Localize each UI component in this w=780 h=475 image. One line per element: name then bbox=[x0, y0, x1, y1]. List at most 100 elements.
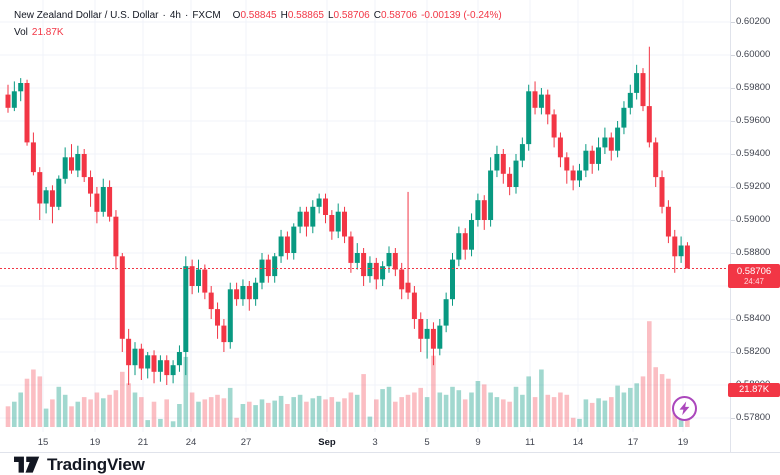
candle-body bbox=[69, 157, 74, 171]
volume-bar bbox=[329, 397, 335, 427]
candle-body bbox=[215, 309, 220, 326]
volume-bar bbox=[50, 399, 55, 427]
candle-body bbox=[30, 142, 36, 173]
time-scale-label: 14 bbox=[572, 437, 584, 448]
candles-layer[interactable] bbox=[5, 46, 690, 385]
volume-bar bbox=[589, 402, 595, 427]
candle-body bbox=[450, 259, 455, 300]
candle-body bbox=[49, 190, 55, 207]
candle-body bbox=[405, 282, 411, 293]
bar-countdown: 24:47 bbox=[743, 277, 765, 286]
volume-bar bbox=[285, 404, 290, 427]
candle-body bbox=[615, 127, 621, 151]
candle-body bbox=[557, 137, 563, 158]
volume-bar bbox=[532, 397, 538, 427]
volume-bar bbox=[602, 400, 608, 427]
price-scale-label: 0.59400 bbox=[736, 148, 771, 159]
candle-body bbox=[475, 200, 481, 220]
tradingview-logo[interactable]: TradingView bbox=[14, 455, 145, 475]
chart-legend: New Zealand Dollar / U.S. Dollar · 4h · … bbox=[14, 9, 502, 40]
candle-body bbox=[392, 253, 398, 270]
time-axis[interactable]: 15 19 21 24 27 Sep 3 5 9 11 14 17 19 bbox=[0, 432, 730, 452]
volume-bar bbox=[215, 394, 220, 427]
open-label: O bbox=[232, 10, 241, 21]
volume-bar bbox=[94, 392, 100, 427]
candle-body bbox=[297, 211, 303, 227]
candle-body bbox=[462, 233, 468, 250]
candle-body bbox=[88, 177, 93, 194]
volume-bar bbox=[659, 374, 665, 427]
low-label: L bbox=[327, 10, 334, 21]
candle-body bbox=[5, 94, 11, 108]
volume-bar bbox=[278, 395, 284, 427]
price-scale-label: 0.59600 bbox=[736, 115, 771, 126]
candle-body bbox=[659, 177, 665, 207]
interval-label[interactable]: 4h bbox=[169, 10, 181, 21]
time-scale-label: 24 bbox=[185, 437, 197, 448]
legend-separator-2: · bbox=[184, 10, 189, 21]
price-axis[interactable]: 0.58706 24:47 21.87K 0.60200 0.60000 0.598… bbox=[728, 0, 780, 452]
volume-bar bbox=[189, 392, 195, 427]
volume-label: Vol bbox=[14, 27, 28, 38]
candle-body bbox=[37, 172, 43, 204]
volume-bar bbox=[640, 376, 646, 427]
volume-bar bbox=[31, 369, 36, 427]
candle-body bbox=[18, 83, 24, 92]
volume-bar bbox=[259, 399, 265, 427]
candle-body bbox=[354, 253, 360, 263]
lightning-button[interactable] bbox=[672, 396, 697, 421]
volume-bar bbox=[342, 398, 347, 427]
volume-bar bbox=[221, 398, 227, 427]
candle-body bbox=[367, 262, 373, 277]
candle-body bbox=[62, 157, 68, 179]
volume-bar bbox=[81, 397, 87, 427]
candle-body bbox=[653, 142, 659, 178]
volume-bar bbox=[272, 400, 277, 427]
candle-body bbox=[608, 137, 614, 151]
volume-bar bbox=[386, 386, 392, 428]
candle-body bbox=[11, 91, 17, 108]
time-scale-label: 19 bbox=[677, 437, 689, 448]
time-scale-label: 17 bbox=[627, 437, 639, 448]
volume-bar bbox=[304, 401, 309, 427]
volume-bar bbox=[126, 383, 131, 427]
volume-bar bbox=[202, 399, 208, 427]
candle-body bbox=[646, 106, 652, 143]
volume-bar bbox=[551, 397, 557, 427]
volume-bar bbox=[12, 401, 17, 427]
price-scale-label: 0.59200 bbox=[736, 181, 771, 192]
tradingview-logo-text: TradingView bbox=[47, 455, 145, 474]
candle-body bbox=[538, 94, 544, 108]
candle-body bbox=[634, 73, 640, 93]
chart-pane-svg[interactable] bbox=[0, 0, 730, 432]
candle-body bbox=[494, 154, 500, 171]
volume-bar bbox=[380, 389, 385, 427]
current-price-badge: 0.58706 24:47 bbox=[728, 264, 780, 288]
candle-body bbox=[303, 211, 309, 227]
candle-body bbox=[627, 92, 633, 108]
candle-body bbox=[373, 262, 379, 280]
volume-bar bbox=[450, 386, 455, 428]
candle-body bbox=[411, 292, 417, 319]
candle-body bbox=[437, 325, 443, 349]
price-scale-tick bbox=[731, 121, 735, 122]
candle-body bbox=[551, 114, 557, 138]
price-scale-tick bbox=[731, 220, 735, 221]
symbol-title[interactable]: New Zealand Dollar / U.S. Dollar bbox=[14, 10, 159, 21]
candle-body bbox=[227, 289, 233, 343]
candle-body bbox=[424, 328, 430, 339]
price-scale-label: 0.57800 bbox=[736, 412, 771, 423]
volume-bar bbox=[5, 406, 11, 427]
volume-bar bbox=[183, 356, 189, 427]
open-value: 0.58845 bbox=[240, 10, 277, 21]
candle-body bbox=[488, 170, 494, 220]
volume-bar bbox=[374, 399, 379, 427]
candle-body bbox=[284, 236, 290, 253]
volume-bar bbox=[158, 418, 163, 427]
candle-body bbox=[443, 299, 449, 326]
volume-bar bbox=[507, 401, 512, 427]
candle-body bbox=[272, 256, 278, 277]
volume-bar bbox=[107, 394, 112, 427]
volume-bar bbox=[139, 397, 144, 427]
